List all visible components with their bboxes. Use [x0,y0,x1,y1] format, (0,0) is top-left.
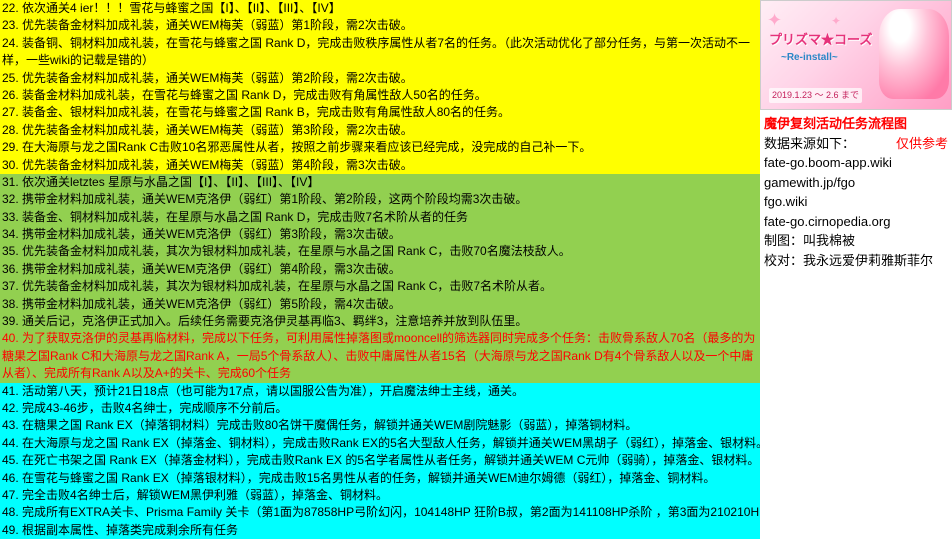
task-row: 37. 优先装备金材料加成礼装，其次为银材料加成礼装，在星原与水晶之国 Rank… [0,278,760,295]
task-row: 22. 依次通关4 ier！！！雪花与蜂蜜之国【I】、【II】、【III】、【I… [0,0,760,17]
info-line: 制图：叫我棉被 [764,231,948,251]
task-row: 45. 在死亡书架之国 Rank EX（掉落金材料），完成击败Rank EX 的… [0,452,760,469]
task-row: 40. 为了获取克洛伊的灵基再临材料，完成以下任务，可利用属性掉落图或moonc… [0,330,760,382]
info-line: fate-go.boom-app.wiki [764,153,948,173]
info-line: gamewith.jp/fgo [764,173,948,193]
task-row: 33. 装备金、铜材料加成礼装，在星原与水晶之国 Rank D，完成击败7名术阶… [0,209,760,226]
watermark: 九游 [866,459,934,488]
task-row: 34. 携带金材料加成礼装，通关WEM克洛伊（弱红）第3阶段，需3次击破。 [0,226,760,243]
info-warning: 仅供参考 [896,134,948,154]
event-banner: ✦ ✦ プリズマ★コーズ ~Re-install~ 2019.1.23 ～ 2.… [760,0,952,110]
task-row: 23. 优先装备金材料加成礼装，通关WEM梅芙（弱蓝）第1阶段，需2次击破。 [0,17,760,34]
info-panel: 魔伊复刻活动任务流程图 仅供参考 数据来源如下：fate-go.boom-app… [760,110,952,274]
info-line: fate-go.cirnopedia.org [764,212,948,232]
info-title: 魔伊复刻活动任务流程图 [764,116,907,131]
sidebar: ✦ ✦ プリズマ★コーズ ~Re-install~ 2019.1.23 ～ 2.… [760,0,952,274]
task-row: 44. 在大海原与龙之国 Rank EX（掉落金、铜材料），完成击败Rank E… [0,435,760,452]
info-line: fgo.wiki [764,192,948,212]
task-row: 25. 优先装备金材料加成礼装，通关WEM梅芙（弱蓝）第2阶段，需2次击破。 [0,70,760,87]
banner-title: プリズマ★コーズ [769,31,872,50]
task-row: 41. 活动第八天，预计21日18点（也可能为17点，请以国服公告为准），开启魔… [0,383,760,400]
task-row: 39. 通关后记，克洛伊正式加入。后续任务需要克洛伊灵基再临3、羁绊3，注意培养… [0,313,760,330]
task-row: 46. 在雪花与蜂蜜之国 Rank EX（掉落银材料），完成击败15名男性从者的… [0,470,760,487]
task-row: 49. 根据副本属性、掉落类完成剩余所有任务 [0,522,760,539]
banner-subtitle: ~Re-install~ [781,51,838,66]
task-row: 31. 依次通关letztes 星原与水晶之国【I】、【II】、【III】、【I… [0,174,760,191]
banner-date: 2019.1.23 ～ 2.6 まで [769,88,862,103]
task-row: 26. 装备金材料加成礼装，在雪花与蜂蜜之国 Rank D，完成击败有角属性敌人… [0,87,760,104]
task-row: 38. 携带金材料加成礼装，通关WEM克洛伊（弱红）第5阶段，需4次击破。 [0,296,760,313]
task-row: 43. 在糖果之国 Rank EX（掉落铜材料）完成击败80名饼干魔偶任务，解锁… [0,417,760,434]
task-row: 32. 携带金材料加成礼装，通关WEM克洛伊（弱红）第1阶段、第2阶段，这两个阶… [0,191,760,208]
task-row: 36. 携带金材料加成礼装，通关WEM克洛伊（弱红）第4阶段，需3次击破。 [0,261,760,278]
star-icon: ✦ [831,13,841,30]
task-row: 28. 优先装备金材料加成礼装，通关WEM梅芙（弱蓝）第3阶段，需2次击破。 [0,122,760,139]
task-row: 30. 优先装备金材料加成礼装，通关WEM梅芙（弱蓝）第4阶段，需3次击破。 [0,157,760,174]
banner-character [879,9,949,99]
task-row: 48. 完成所有EXTRA关卡、Prisma Family 关卡（第1面为878… [0,504,760,521]
task-list: 22. 依次通关4 ier！！！雪花与蜂蜜之国【I】、【II】、【III】、【I… [0,0,760,539]
task-row: 42. 完成43-46步，击败4名绅士，完成顺序不分前后。 [0,400,760,417]
info-line: 校对：我永远爱伊莉雅斯菲尔 [764,251,948,271]
task-row: 24. 装备铜、铜材料加成礼装，在雪花与蜂蜜之国 Rank D，完成击败秩序属性… [0,35,760,70]
star-icon: ✦ [767,7,782,33]
task-row: 35. 优先装备金材料加成礼装，其次为银材料加成礼装，在星原与水晶之国 Rank… [0,243,760,260]
task-row: 29. 在大海原与龙之国Rank C击败10名邪恶属性从者，按照之前步骤来看应该… [0,139,760,156]
task-row: 27. 装备金、银材料加成礼装，在雪花与蜂蜜之国 Rank B，完成击败有角属性… [0,104,760,121]
